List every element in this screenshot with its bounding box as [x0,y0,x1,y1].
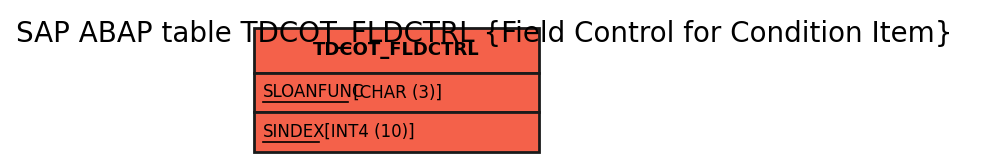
Text: SAP ABAP table TDCOT_FLDCTRL {Field Control for Condition Item}: SAP ABAP table TDCOT_FLDCTRL {Field Cont… [16,20,953,49]
Text: [CHAR (3)]: [CHAR (3)] [348,83,441,101]
Bar [254,28,540,73]
Text: [INT4 (10)]: [INT4 (10)] [319,123,415,141]
Bar [254,112,540,152]
Text: SLOANFUNC: SLOANFUNC [263,83,365,101]
Text: TDCOT_FLDCTRL: TDCOT_FLDCTRL [314,41,480,59]
Bar [254,73,540,112]
Text: SINDEX: SINDEX [263,123,325,141]
